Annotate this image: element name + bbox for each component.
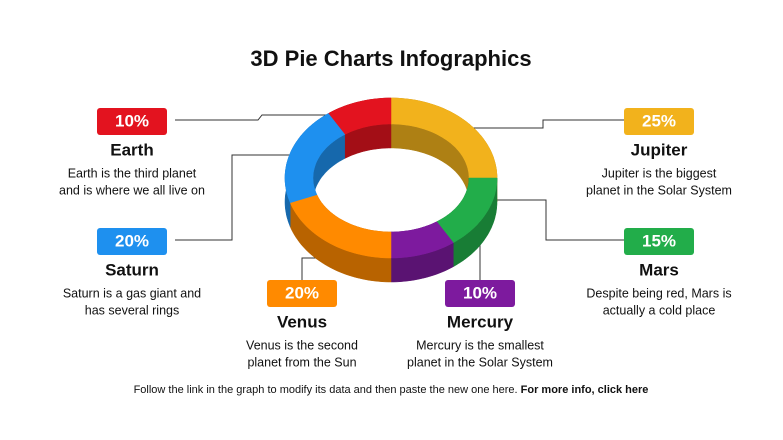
description: planet in the Solar System	[407, 355, 553, 369]
leader-line	[452, 119, 624, 129]
description: Earth is the third planet	[68, 166, 197, 180]
description: Despite being red, Mars is	[586, 286, 731, 300]
badge	[267, 280, 337, 307]
planet-name: Mars	[639, 260, 679, 279]
leader-lines	[175, 114, 624, 280]
badge	[97, 108, 167, 135]
footer: Follow the link in the graph to modify i…	[134, 384, 649, 396]
value-label: 20%	[115, 231, 149, 250]
value-label: 20%	[285, 283, 319, 302]
description: Venus is the second	[246, 338, 358, 352]
description: planet in the Solar System	[586, 183, 732, 197]
planet-name: Mercury	[447, 312, 514, 331]
footer-link[interactable]: For more info, click here	[521, 384, 649, 396]
value-label: 25%	[642, 111, 676, 130]
badge	[445, 280, 515, 307]
chart-title: 3D Pie Charts Infographics	[250, 46, 531, 71]
description: Saturn is a gas giant and	[63, 286, 201, 300]
description: actually a cold place	[603, 303, 716, 317]
description: Mercury is the smallest	[416, 338, 544, 352]
value-label: 15%	[642, 231, 676, 250]
planet-name: Saturn	[105, 260, 159, 279]
slice	[328, 97, 392, 135]
badge	[97, 228, 167, 255]
badge	[624, 108, 694, 135]
description: planet from the Sun	[247, 355, 356, 369]
callouts: 25% Jupiter Jupiter is the biggest planet i…	[59, 108, 732, 369]
leader-line	[175, 114, 360, 121]
leader-line	[490, 199, 624, 241]
value-label: 10%	[463, 283, 497, 302]
donut	[284, 97, 498, 283]
description: Jupiter is the biggest	[602, 166, 717, 180]
badge	[624, 228, 694, 255]
value-label: 10%	[115, 111, 149, 130]
description: has several rings	[85, 303, 180, 317]
planet-name: Jupiter	[631, 140, 688, 159]
leader-line	[175, 154, 292, 241]
planet-name: Venus	[277, 312, 327, 331]
planet-name: Earth	[110, 140, 153, 159]
description: and is where we all live on	[59, 183, 205, 197]
footer-text: Follow the link in the graph to modify i…	[134, 384, 518, 396]
